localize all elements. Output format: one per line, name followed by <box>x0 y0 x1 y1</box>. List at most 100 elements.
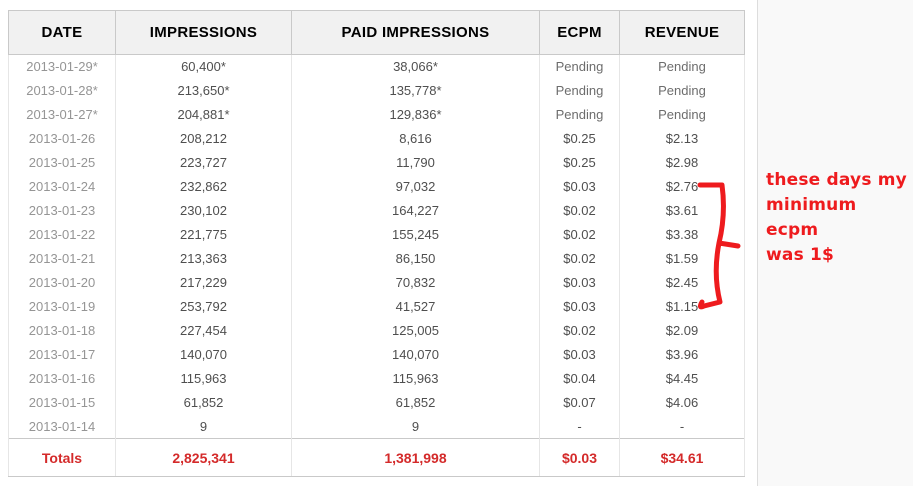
date-cell: 2013-01-27* <box>8 102 116 127</box>
revenue-cell: Pending <box>619 78 745 103</box>
revenue-cell: - <box>619 414 745 439</box>
paid-impressions-cell: 9 <box>291 414 540 439</box>
paid-impressions-cell: 125,005 <box>291 318 540 343</box>
ecpm-cell: Pending <box>539 78 620 103</box>
earnings-report-table: DATE IMPRESSIONS PAID IMPRESSIONS ECPM REVEN… <box>8 10 745 477</box>
table-row: 2013-01-23 230,102 164,227 $0.02 $3.61 <box>8 198 745 223</box>
impressions-cell: 208,212 <box>115 126 292 151</box>
date-cell: 2013-01-29* <box>8 54 116 79</box>
impressions-cell: 227,454 <box>115 318 292 343</box>
ecpm-cell: $0.03 <box>539 174 620 199</box>
table-row: 2013-01-15 61,852 61,852 $0.07 $4.06 <box>8 390 745 415</box>
impressions-cell: 232,862 <box>115 174 292 199</box>
revenue-cell: $4.45 <box>619 366 745 391</box>
paid-impressions-cell: 86,150 <box>291 246 540 271</box>
date-cell: 2013-01-15 <box>8 390 116 415</box>
date-cell: 2013-01-28* <box>8 78 116 103</box>
right-background-panel <box>757 0 913 486</box>
revenue-cell: $1.59 <box>619 246 745 271</box>
date-cell: 2013-01-18 <box>8 318 116 343</box>
totals-revenue-cell: $34.61 <box>619 438 745 477</box>
impressions-cell: 60,400* <box>115 54 292 79</box>
ecpm-cell: Pending <box>539 54 620 79</box>
handwritten-note: these days my minimum ecpm was 1$ <box>766 170 907 265</box>
ecpm-cell: - <box>539 414 620 439</box>
table-row: 2013-01-20 217,229 70,832 $0.03 $2.45 <box>8 270 745 295</box>
red-bracket-annotation <box>697 182 741 310</box>
impressions-cell: 9 <box>115 414 292 439</box>
date-cell: 2013-01-14 <box>8 414 116 439</box>
totals-ecpm-cell: $0.03 <box>539 438 620 477</box>
date-cell: 2013-01-26 <box>8 126 116 151</box>
column-header-impressions: IMPRESSIONS <box>115 10 292 55</box>
date-cell: 2013-01-17 <box>8 342 116 367</box>
table-row: 2013-01-18 227,454 125,005 $0.02 $2.09 <box>8 318 745 343</box>
revenue-cell: $2.45 <box>619 270 745 295</box>
paid-impressions-cell: 70,832 <box>291 270 540 295</box>
paid-impressions-cell: 8,616 <box>291 126 540 151</box>
impressions-cell: 223,727 <box>115 150 292 175</box>
paid-impressions-cell: 38,066* <box>291 54 540 79</box>
column-header-date: DATE <box>8 10 116 55</box>
impressions-cell: 217,229 <box>115 270 292 295</box>
table-body: 2013-01-29* 60,400* 38,066* Pending Pending 2… <box>8 54 745 439</box>
date-cell: 2013-01-24 <box>8 174 116 199</box>
table-row: 2013-01-14 9 9- - <box>8 414 745 439</box>
table-row: 2013-01-19 253,792 41,527 $0.03 $1.15 <box>8 294 745 319</box>
column-header-paid-impressions: PAID IMPRESSIONS <box>291 10 540 55</box>
impressions-cell: 253,792 <box>115 294 292 319</box>
paid-impressions-cell: 115,963 <box>291 366 540 391</box>
ecpm-cell: $0.03 <box>539 270 620 295</box>
paid-impressions-cell: 164,227 <box>291 198 540 223</box>
impressions-cell: 221,775 <box>115 222 292 247</box>
paid-impressions-cell: 135,778* <box>291 78 540 103</box>
ecpm-cell: $0.02 <box>539 246 620 271</box>
date-cell: 2013-01-20 <box>8 270 116 295</box>
table-row: 2013-01-22 221,775 155,245 $0.02 $3.38 <box>8 222 745 247</box>
revenue-cell: $2.09 <box>619 318 745 343</box>
impressions-cell: 140,070 <box>115 342 292 367</box>
table-row: 2013-01-29* 60,400* 38,066* Pending Pending <box>8 54 745 79</box>
column-header-revenue: REVENUE <box>619 10 745 55</box>
table-row: 2013-01-21 213,363 86,150 $0.02 $1.59 <box>8 246 745 271</box>
revenue-cell: $2.98 <box>619 150 745 175</box>
ecpm-cell: $0.02 <box>539 222 620 247</box>
header-row: DATE IMPRESSIONS PAID IMPRESSIONS ECPM REVEN… <box>8 10 745 55</box>
ecpm-cell: $0.02 <box>539 318 620 343</box>
paid-impressions-cell: 41,527 <box>291 294 540 319</box>
column-header-ecpm: ECPM <box>539 10 620 55</box>
paid-impressions-cell: 129,836* <box>291 102 540 127</box>
date-cell: 2013-01-21 <box>8 246 116 271</box>
impressions-cell: 213,650* <box>115 78 292 103</box>
date-cell: 2013-01-22 <box>8 222 116 247</box>
ecpm-cell: $0.25 <box>539 150 620 175</box>
date-cell: 2013-01-23 <box>8 198 116 223</box>
table-row: 2013-01-25 223,727 11,790 $0.25 $2.98 <box>8 150 745 175</box>
ecpm-cell: $0.04 <box>539 366 620 391</box>
impressions-cell: 61,852 <box>115 390 292 415</box>
revenue-cell: $1.15 <box>619 294 745 319</box>
ecpm-cell: $0.02 <box>539 198 620 223</box>
revenue-cell: Pending <box>619 54 745 79</box>
paid-impressions-cell: 61,852 <box>291 390 540 415</box>
table-row: 2013-01-26 208,212 8,616 $0.25 $2.13 <box>8 126 745 151</box>
ecpm-cell: $0.07 <box>539 390 620 415</box>
paid-impressions-cell: 140,070 <box>291 342 540 367</box>
totals-impressions-cell: 2,825,341 <box>115 438 292 477</box>
revenue-cell: $4.06 <box>619 390 745 415</box>
ecpm-cell: $0.25 <box>539 126 620 151</box>
revenue-cell: Pending <box>619 102 745 127</box>
table-row: 2013-01-17 140,070 140,070 $0.03 $3.96 <box>8 342 745 367</box>
table-footer: Totals 2,825,341 1,381,998 $0.03 $34.61 <box>8 438 745 477</box>
table-header: DATE IMPRESSIONS PAID IMPRESSIONS ECPM REVEN… <box>8 10 745 55</box>
ecpm-cell: Pending <box>539 102 620 127</box>
revenue-cell: $2.13 <box>619 126 745 151</box>
impressions-cell: 230,102 <box>115 198 292 223</box>
table-row: 2013-01-24 232,862 97,032 $0.03 $2.76 <box>8 174 745 199</box>
impressions-cell: 115,963 <box>115 366 292 391</box>
revenue-cell: $3.96 <box>619 342 745 367</box>
table-row: 2013-01-27* 204,881* 129,836* Pending Pendin… <box>8 102 745 127</box>
date-cell: 2013-01-25 <box>8 150 116 175</box>
table-row: 2013-01-16 115,963 115,963 $0.04 $4.45 <box>8 366 745 391</box>
table-row: 2013-01-28* 213,650* 135,778* Pending Pendin… <box>8 78 745 103</box>
